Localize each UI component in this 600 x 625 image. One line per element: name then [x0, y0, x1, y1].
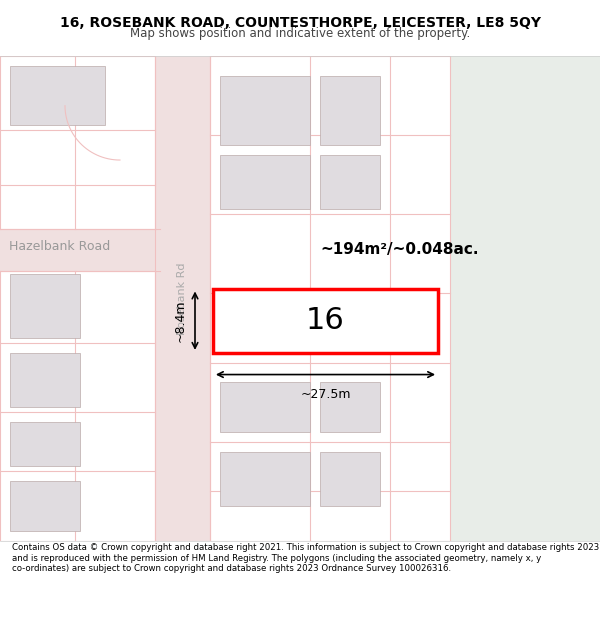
Bar [320, 452, 380, 506]
Text: ~194m²/~0.048ac.: ~194m²/~0.048ac. [320, 241, 479, 256]
Text: Rosebank Rd: Rosebank Rd [177, 262, 187, 335]
Bar [320, 382, 380, 432]
Text: Hazelbank Road: Hazelbank Road [10, 239, 110, 252]
Bar [220, 382, 310, 432]
Bar [10, 66, 105, 126]
Bar [155, 56, 210, 541]
Bar [10, 422, 80, 466]
Bar [10, 352, 80, 407]
Text: 16, ROSEBANK ROAD, COUNTESTHORPE, LEICESTER, LE8 5QY: 16, ROSEBANK ROAD, COUNTESTHORPE, LEICES… [59, 16, 541, 30]
Bar [213, 289, 438, 352]
Text: ~8.4m: ~8.4m [174, 299, 187, 342]
Bar [450, 56, 600, 541]
Bar [320, 155, 380, 209]
Bar [10, 274, 80, 338]
Bar [220, 76, 310, 145]
Bar [320, 76, 380, 145]
Text: Map shows position and indicative extent of the property.: Map shows position and indicative extent… [130, 28, 470, 41]
Bar [0, 229, 160, 271]
Bar [220, 155, 310, 209]
Text: 16: 16 [306, 306, 345, 335]
Bar [10, 481, 80, 531]
Text: Contains OS data © Crown copyright and database right 2021. This information is : Contains OS data © Crown copyright and d… [12, 543, 599, 573]
Text: ~27.5m: ~27.5m [300, 388, 351, 401]
Bar [220, 452, 310, 506]
